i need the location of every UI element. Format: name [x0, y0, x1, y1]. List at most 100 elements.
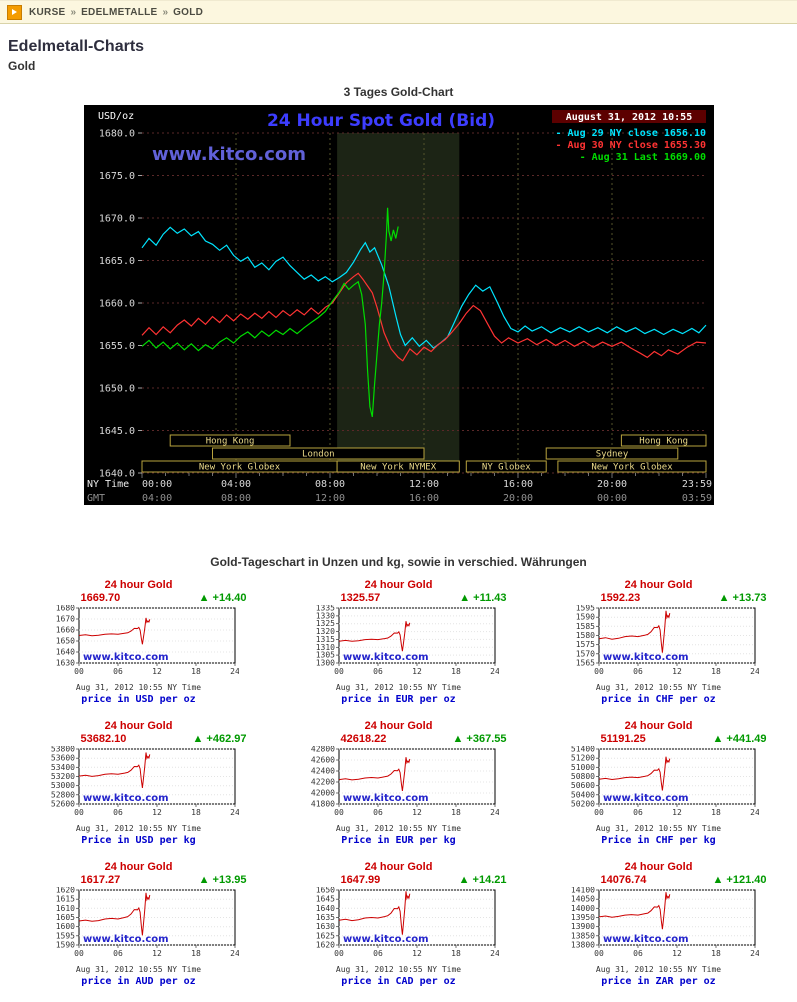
svg-text:Hong Kong: Hong Kong	[639, 437, 688, 447]
mini-chart-value-row: 1592.23 ▲ +13.73	[543, 592, 775, 605]
mini-chart-date: Aug 31, 2012 10:55 NY Time	[595, 824, 722, 833]
svg-text:52600: 52600	[50, 800, 74, 809]
svg-text:53000: 53000	[50, 781, 74, 790]
mini-chart-plot: 1335 1330 1325 1320 1315 1310 1305 1300 00 06 12 18…	[283, 604, 515, 683]
mini-chart-plot: 53800 53600 53400 53200 53000 52800 52600 00 06 1…	[23, 745, 255, 824]
svg-text:00: 00	[594, 808, 604, 817]
svg-text:50400: 50400	[570, 790, 594, 799]
mini-chart-change: ▲ +14.21	[458, 874, 507, 886]
svg-text:06: 06	[633, 808, 643, 817]
svg-text:1660: 1660	[55, 626, 74, 635]
svg-text:12: 12	[152, 949, 162, 958]
svg-text:12: 12	[412, 667, 422, 676]
svg-text:08:00: 08:00	[220, 493, 250, 504]
svg-text:13850: 13850	[570, 931, 594, 940]
svg-text:- Aug 31 Last 1669.00: - Aug 31 Last 1669.00	[579, 152, 705, 163]
svg-text:www.kitco.com: www.kitco.com	[343, 934, 429, 945]
mini-chart-plot: 1680 1670 1660 1650 1640 1630 00 06 12 18 24 www.ki…	[23, 604, 255, 683]
mini-chart-title: 24 hour Gold	[104, 861, 173, 873]
svg-text:www.kitco.com: www.kitco.com	[343, 793, 429, 804]
svg-text:24: 24	[490, 667, 499, 676]
mini-chart-date: Aug 31, 2012 10:55 NY Time	[335, 965, 462, 974]
svg-text:www.kitco.com: www.kitco.com	[343, 652, 429, 663]
svg-text:24: 24	[750, 667, 759, 676]
svg-text:1635: 1635	[315, 913, 334, 922]
svg-text:1305: 1305	[315, 651, 334, 660]
svg-text:1625: 1625	[315, 931, 334, 940]
mini-chart-caption: price in CHF per oz	[601, 694, 716, 705]
mini-chart-caption: Price in USD per kg	[81, 835, 196, 846]
svg-text:13800: 13800	[570, 941, 594, 950]
svg-text:14000: 14000	[570, 904, 594, 913]
svg-text:1585: 1585	[575, 622, 594, 631]
svg-text:24: 24	[230, 949, 239, 958]
svg-text:1315: 1315	[315, 635, 334, 644]
svg-text:06: 06	[113, 808, 123, 817]
svg-text:12: 12	[152, 808, 162, 817]
svg-text:14050: 14050	[570, 895, 594, 904]
svg-text:www.kitco.com: www.kitco.com	[152, 144, 306, 165]
svg-text:1675.0: 1675.0	[98, 171, 134, 182]
mini-chart-value: 1325.57	[340, 592, 381, 604]
svg-text:04:00: 04:00	[220, 479, 250, 490]
svg-text:1620: 1620	[55, 887, 74, 895]
mini-chart-value: 14076.74	[600, 874, 647, 886]
svg-text:12: 12	[152, 667, 162, 676]
mini-chart-change: ▲ +14.40	[198, 592, 247, 604]
breadcrumb-item-kurse[interactable]: KURSE	[29, 6, 66, 18]
mini-chart-change: ▲ +121.40	[712, 874, 767, 886]
svg-text:51400: 51400	[570, 746, 594, 754]
svg-text:1640: 1640	[55, 648, 74, 657]
section-title-tagescharts: Gold-Tageschart in Unzen und kg, sowie i…	[210, 555, 587, 569]
mini-chart-value: 1647.99	[340, 874, 381, 886]
mini-gold-chart-7: 24 hour Gold 1617.27 ▲ +13.95 1620 1615 1610 1…	[23, 861, 255, 988]
mini-chart-plot: 1620 1615 1610 1605 1600 1595 1590 00 06 12 18 24 ww…	[23, 886, 255, 965]
breadcrumb-item-edelmetalle[interactable]: EDELMETALLE	[81, 6, 158, 18]
mini-gold-chart-2: 24 hour Gold 1325.57 ▲ +11.43 1335 1330 1325 1…	[283, 579, 515, 706]
breadcrumb-separator: »	[162, 6, 169, 18]
mini-chart-date: Aug 31, 2012 10:55 NY Time	[335, 683, 462, 692]
svg-text:www.kitco.com: www.kitco.com	[603, 793, 689, 804]
svg-text:www.kitco.com: www.kitco.com	[603, 934, 689, 945]
svg-text:06: 06	[113, 949, 123, 958]
svg-text:NY Time: NY Time	[87, 479, 129, 490]
svg-text:1335: 1335	[315, 605, 334, 613]
svg-text:18: 18	[451, 808, 461, 817]
svg-text:1325: 1325	[315, 619, 334, 628]
svg-text:1640.0: 1640.0	[98, 469, 134, 480]
mini-gold-chart-4: 24 hour Gold 53682.10 ▲ +462.97 53800 53600 5…	[23, 720, 255, 847]
svg-text:14100: 14100	[570, 887, 594, 895]
mini-chart-value: 51191.25	[600, 733, 646, 745]
svg-text:51200: 51200	[570, 754, 594, 763]
svg-text:00: 00	[334, 949, 344, 958]
svg-text:52800: 52800	[50, 790, 74, 799]
svg-text:16:00: 16:00	[502, 479, 532, 490]
mini-chart-value: 1669.70	[80, 592, 121, 604]
svg-text:53800: 53800	[50, 746, 74, 754]
mini-chart-value-row: 14076.74 ▲ +121.40	[543, 874, 775, 887]
svg-text:1650: 1650	[315, 887, 334, 895]
svg-text:13950: 13950	[570, 913, 594, 922]
svg-text:18: 18	[711, 949, 721, 958]
mini-chart-caption: price in USD per oz	[81, 694, 196, 705]
mini-chart-caption: price in ZAR per oz	[601, 976, 716, 987]
mini-chart-plot: 1650 1645 1640 1635 1630 1625 1620 00 06 12 18 24 ww…	[283, 886, 515, 965]
mini-chart-title: 24 hour Gold	[624, 720, 693, 732]
mini-gold-chart-6: 24 hour Gold 51191.25 ▲ +441.49 51400 51200 5…	[543, 720, 775, 847]
mini-chart-title: 24 hour Gold	[104, 720, 173, 732]
svg-text:12: 12	[672, 808, 682, 817]
svg-text:16:00: 16:00	[408, 493, 438, 504]
svg-text:18: 18	[191, 949, 201, 958]
mini-chart-caption: price in AUD per oz	[81, 976, 196, 987]
breadcrumb-item-gold[interactable]: GOLD	[173, 6, 204, 18]
mini-chart-date: Aug 31, 2012 10:55 NY Time	[75, 965, 202, 974]
svg-text:1330: 1330	[315, 611, 334, 620]
mini-chart-value-row: 1617.27 ▲ +13.95	[23, 874, 255, 887]
svg-text:00: 00	[334, 808, 344, 817]
svg-text:53400: 53400	[50, 763, 74, 772]
